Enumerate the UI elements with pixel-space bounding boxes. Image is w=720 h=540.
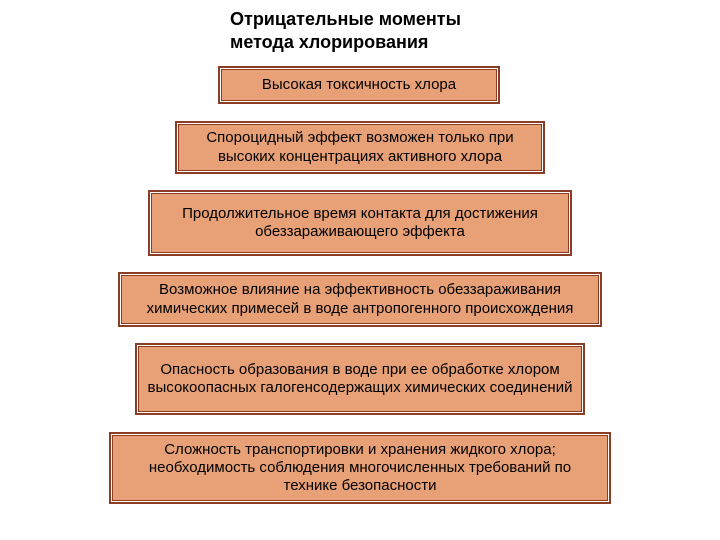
pyramid-block-3: Продолжительное время контакта для дости…: [148, 190, 572, 256]
pyramid-block-text: Возможное влияние на эффективность обезз…: [130, 281, 590, 318]
pyramid-block-4: Возможное влияние на эффективность обезз…: [118, 272, 602, 327]
pyramid-block-2: Спороцидный эффект возможен только при в…: [175, 121, 545, 174]
title-line-1: Отрицательные моменты: [230, 9, 461, 29]
title-line-2: метода хлорирования: [230, 32, 428, 52]
slide-title: Отрицательные моменты метода хлорировани…: [230, 8, 461, 53]
pyramid-block-text: Высокая токсичность хлора: [262, 76, 456, 94]
slide: Отрицательные моменты метода хлорировани…: [0, 0, 720, 540]
pyramid-block-text: Сложность транспортировки и хранения жид…: [121, 441, 599, 496]
pyramid-block-5: Опасность образования в воде при ее обра…: [135, 343, 585, 415]
pyramid-block-6: Сложность транспортировки и хранения жид…: [109, 432, 611, 504]
pyramid-block-text: Спороцидный эффект возможен только при в…: [187, 129, 533, 166]
pyramid-block-text: Опасность образования в воде при ее обра…: [147, 361, 573, 398]
pyramid-block-1: Высокая токсичность хлора: [218, 66, 500, 104]
pyramid-block-text: Продолжительное время контакта для дости…: [160, 205, 560, 242]
